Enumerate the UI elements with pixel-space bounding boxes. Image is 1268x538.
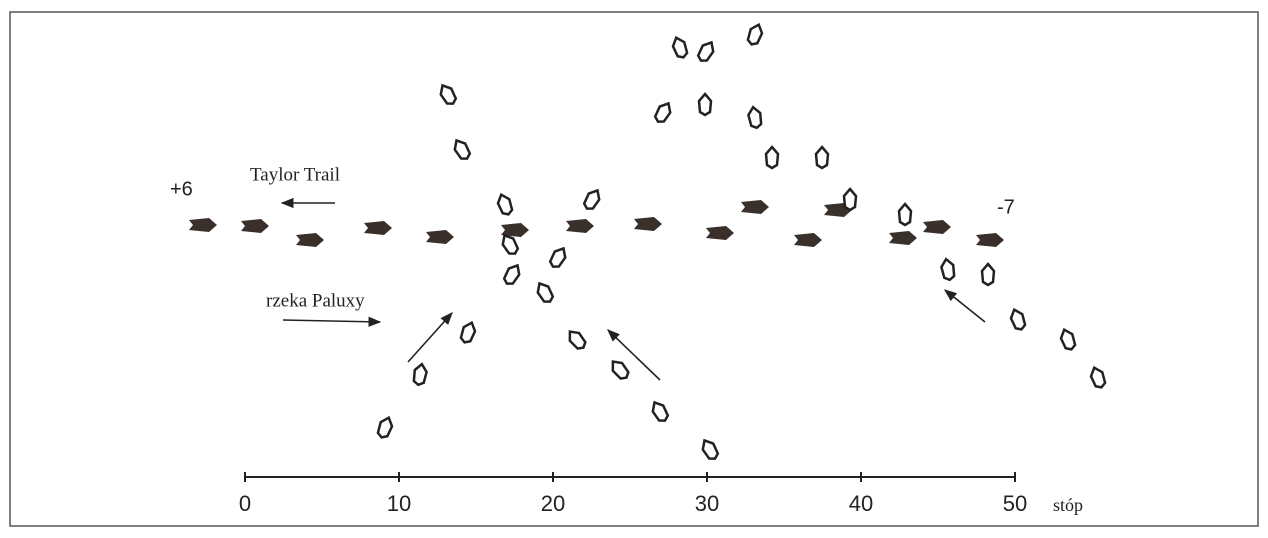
outline-footprint (459, 321, 477, 345)
outline-footprint (534, 280, 555, 304)
scale-tick-label: 20 (541, 491, 565, 516)
outline-footprint (376, 416, 394, 440)
dark-footprint (426, 230, 454, 244)
outline-footprint (653, 100, 674, 124)
dark-footprint (889, 231, 917, 245)
outline-footprint (496, 193, 514, 217)
footprints (189, 23, 1107, 462)
outline-footprint (582, 187, 603, 211)
outline-footprint (649, 399, 670, 423)
start-label: +6 (170, 178, 193, 200)
dark-footprint (706, 226, 734, 240)
outline-footprint (502, 262, 523, 286)
scale-tick-label: 50 (1003, 491, 1027, 516)
dark-footprint (976, 233, 1004, 247)
outline-footprint (671, 36, 689, 60)
diagram: +6 -7 Taylor Trail rzeka Paluxy 0 10 20 30 4… (0, 0, 1268, 538)
outline-footprint (608, 358, 631, 382)
dark-footprint (634, 217, 662, 231)
outline-footprint (548, 245, 569, 269)
direction-arrow (408, 313, 452, 362)
outline-footprint (699, 437, 720, 461)
outline-footprint (565, 328, 588, 352)
outline-footprint (699, 94, 711, 115)
outline-footprint (746, 23, 764, 47)
outline-footprint (1009, 308, 1027, 332)
scale-tick-label: 10 (387, 491, 411, 516)
scale-bar: 0 10 20 30 40 50 stóp (239, 472, 1083, 516)
river-arrow (283, 320, 380, 322)
outline-footprint (940, 258, 955, 281)
dark-footprint (741, 200, 769, 214)
dark-footprint (923, 220, 951, 234)
direction-arrow (945, 290, 985, 322)
dark-footprint (296, 233, 324, 247)
trail-label: Taylor Trail (250, 164, 340, 185)
dark-footprint (566, 219, 594, 233)
outline-footprint (696, 39, 717, 63)
outline-footprint (1059, 328, 1077, 352)
dark-footprint (364, 221, 392, 235)
outline-footprint (412, 363, 427, 386)
outline-footprint (451, 137, 472, 161)
dark-footprint (241, 219, 269, 233)
outline-footprint (899, 204, 911, 225)
scale-tick-label: 0 (239, 491, 251, 516)
outline-footprint (816, 147, 828, 168)
outline-footprint (1089, 366, 1107, 390)
outline-footprint (437, 82, 458, 106)
end-label: -7 (997, 196, 1015, 218)
river-label: rzeka Paluxy (266, 290, 365, 311)
outline-footprint (747, 106, 762, 129)
scale-tick-label: 40 (849, 491, 873, 516)
dark-footprint (794, 233, 822, 247)
outline-footprint (766, 147, 778, 168)
dark-footprint (189, 218, 217, 232)
scale-unit: stóp (1053, 495, 1083, 515)
frame (10, 12, 1258, 526)
scale-tick-label: 30 (695, 491, 719, 516)
outline-footprint (982, 264, 994, 285)
outline-footprint (844, 189, 856, 210)
